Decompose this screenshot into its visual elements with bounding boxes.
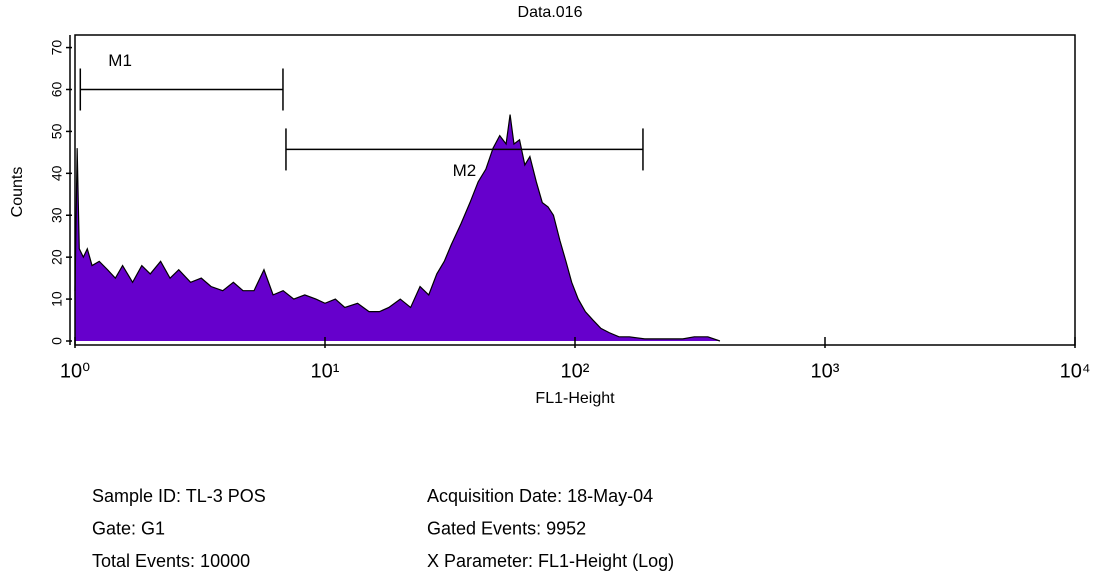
y-tick-label: 20 [49,249,65,265]
y-tick-label: 40 [49,165,65,181]
info-text: Gate: G1 [92,518,165,538]
x-axis-label: FL1-Height [535,390,615,407]
info-text: X Parameter: FL1-Height (Log) [427,551,674,571]
y-axis-label: Counts [9,167,26,218]
y-tick-label: 50 [49,123,65,139]
x-tick-label: 10⁰ [60,360,90,382]
histogram-fill [75,114,720,341]
y-tick-label: 30 [49,207,65,223]
x-tick-label: 10⁴ [1060,360,1091,382]
x-tick-label: 10¹ [311,360,340,382]
chart-title: Data.016 [518,4,583,21]
info-text: Sample ID: TL-3 POS [92,486,266,506]
y-tick-label: 60 [49,81,65,97]
x-tick-label: 10³ [811,360,840,382]
marker-label: M1 [108,51,132,70]
info-text: Total Events: 10000 [92,551,250,571]
marker-label: M2 [453,161,477,180]
info-text: Gated Events: 9952 [427,518,586,538]
info-text: Acquisition Date: 18-May-04 [427,486,653,506]
histogram [74,114,721,342]
x-tick-label: 10² [561,360,590,382]
y-tick-label: 10 [49,291,65,307]
y-tick-label: 70 [49,40,65,56]
y-tick-label: 0 [49,337,65,345]
